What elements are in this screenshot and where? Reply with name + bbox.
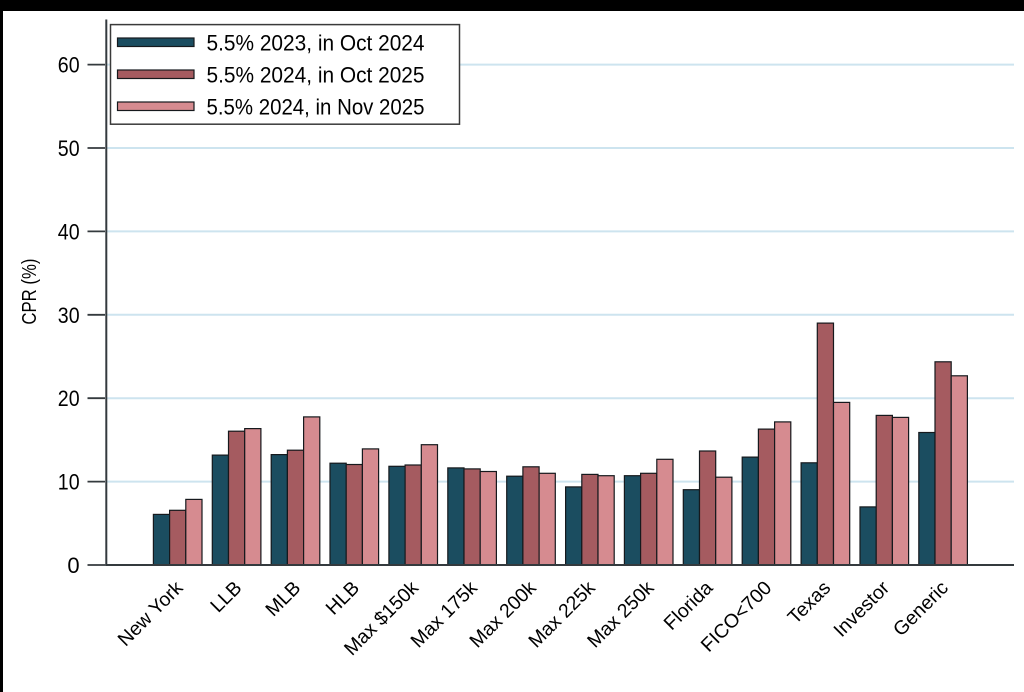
svg-text:5.5% 2024, in Oct 2025: 5.5% 2024, in Oct 2025 [207,62,425,87]
svg-text:40: 40 [58,219,80,244]
svg-text:60: 60 [58,53,80,78]
svg-text:50: 50 [58,136,80,161]
svg-text:10: 10 [58,470,80,495]
svg-text:30: 30 [58,303,80,328]
svg-text:20: 20 [58,386,80,411]
svg-text:5.5% 2024, in Nov 2025: 5.5% 2024, in Nov 2025 [207,94,425,119]
svg-text:0: 0 [67,553,79,578]
svg-text:CPR (%): CPR (%) [19,259,41,325]
svg-text:5.5% 2023, in Oct 2024: 5.5% 2023, in Oct 2024 [207,30,425,55]
